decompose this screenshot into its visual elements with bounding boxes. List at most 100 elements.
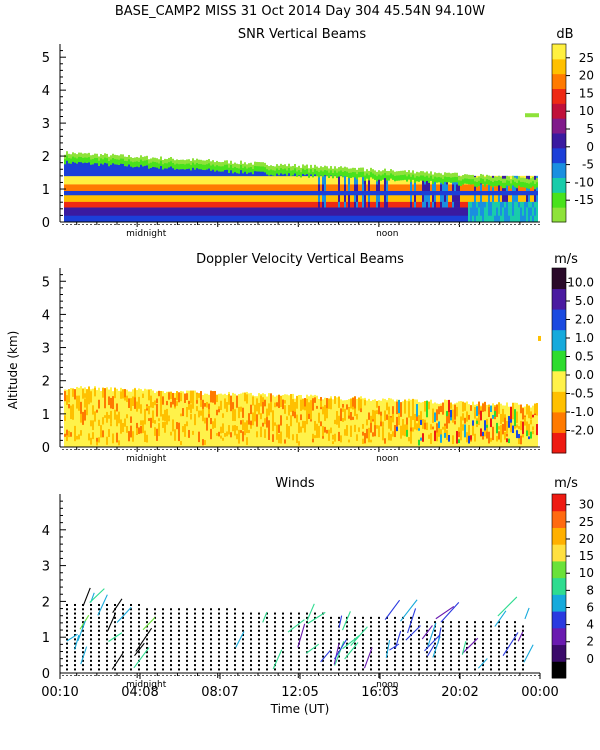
snr-cell	[86, 175, 88, 185]
wind-point	[298, 664, 300, 667]
snr-cell	[254, 170, 256, 177]
wind-point	[90, 608, 92, 611]
doppler-cell	[320, 400, 322, 408]
snr-cell	[422, 194, 424, 202]
wind-point	[330, 651, 332, 654]
snr-cell	[124, 184, 126, 191]
snr-cell	[378, 201, 380, 208]
doppler-time-dot	[150, 449, 152, 450]
snr-cell	[212, 175, 214, 185]
wind-point	[82, 621, 84, 624]
wind-point	[258, 616, 260, 619]
snr-cell	[492, 181, 494, 188]
snr-cell	[298, 184, 300, 191]
wind-point	[178, 668, 180, 671]
doppler-cell	[352, 405, 354, 410]
snr-cell	[342, 184, 344, 191]
snr-cell	[172, 158, 174, 163]
doppler-cell	[68, 430, 70, 438]
wind-point	[146, 668, 148, 671]
doppler-cell	[340, 435, 342, 440]
snr-cell	[394, 207, 396, 216]
wind-point	[282, 638, 284, 641]
wind-point	[506, 638, 508, 641]
snr-cell	[122, 190, 124, 196]
snr-time-dot	[378, 224, 380, 225]
snr-cell	[122, 194, 124, 202]
winds-time-dot	[394, 675, 396, 676]
wind-point	[90, 625, 92, 628]
snr-cell	[88, 175, 90, 185]
snr-cell	[350, 172, 352, 178]
wind-point	[402, 642, 404, 645]
snr-cell	[460, 201, 462, 208]
wind-point	[330, 638, 332, 641]
wind-point	[242, 642, 244, 645]
doppler-cell	[128, 432, 130, 442]
snr-cell	[164, 207, 166, 216]
doppler-cell	[510, 406, 512, 420]
wind-point	[282, 659, 284, 662]
doppler-cell	[434, 412, 436, 422]
snr-cell	[520, 194, 522, 202]
wind-barb	[77, 620, 86, 641]
snr-cell	[202, 160, 204, 165]
snr-cell	[170, 156, 172, 162]
doppler-cell	[112, 391, 114, 447]
snr-cell	[534, 194, 536, 202]
wind-point	[482, 659, 484, 662]
snr-cell	[136, 175, 138, 185]
wind-point	[218, 616, 220, 619]
doppler-cell	[536, 424, 538, 436]
doppler-cell	[526, 421, 528, 431]
doppler-cell	[326, 398, 328, 447]
wind-point	[506, 634, 508, 637]
snr-cell	[76, 184, 78, 191]
snr-cell	[66, 184, 68, 191]
snr-cell	[306, 164, 308, 169]
doppler-cell	[108, 396, 110, 406]
doppler-colorbar-frame	[551, 267, 567, 454]
doppler-cell	[384, 410, 386, 421]
doppler-time-dot	[222, 449, 224, 450]
snr-cell	[536, 190, 538, 196]
snr-cell	[280, 173, 282, 177]
doppler-cell	[120, 391, 122, 399]
doppler-colorbar-swatch	[552, 350, 566, 372]
doppler-cell	[86, 402, 88, 416]
snr-cell	[376, 207, 378, 216]
snr-cell	[448, 215, 450, 223]
snr-cell	[264, 166, 266, 173]
snr-cell	[272, 207, 274, 216]
snr-cell	[442, 207, 444, 216]
wind-point	[186, 629, 188, 632]
wind-point	[314, 616, 316, 619]
wind-point	[490, 629, 492, 632]
snr-cell	[102, 164, 104, 177]
wind-point	[498, 642, 500, 645]
snr-cell	[212, 169, 214, 177]
snr-cell	[158, 194, 160, 202]
wind-point	[98, 651, 100, 654]
doppler-cell	[462, 424, 464, 431]
wind-point	[514, 646, 516, 649]
snr-cell	[496, 207, 498, 216]
snr-cell	[188, 163, 190, 169]
snr-cell	[356, 207, 358, 216]
snr-cell	[330, 215, 332, 223]
wind-point	[426, 651, 428, 654]
doppler-cell	[350, 398, 352, 447]
wind-point	[290, 664, 292, 667]
snr-cell	[286, 194, 288, 202]
snr-cell	[428, 173, 430, 178]
snr-cell	[386, 201, 388, 208]
snr-cell	[90, 164, 92, 177]
doppler-time-dot	[494, 449, 496, 450]
winds-colorbar-label: 15	[579, 549, 594, 563]
wind-point	[394, 629, 396, 632]
wind-point	[418, 642, 420, 645]
snr-cell	[100, 194, 102, 202]
snr-cell	[434, 207, 436, 216]
snr-cell	[150, 194, 152, 202]
snr-cell	[518, 215, 520, 223]
